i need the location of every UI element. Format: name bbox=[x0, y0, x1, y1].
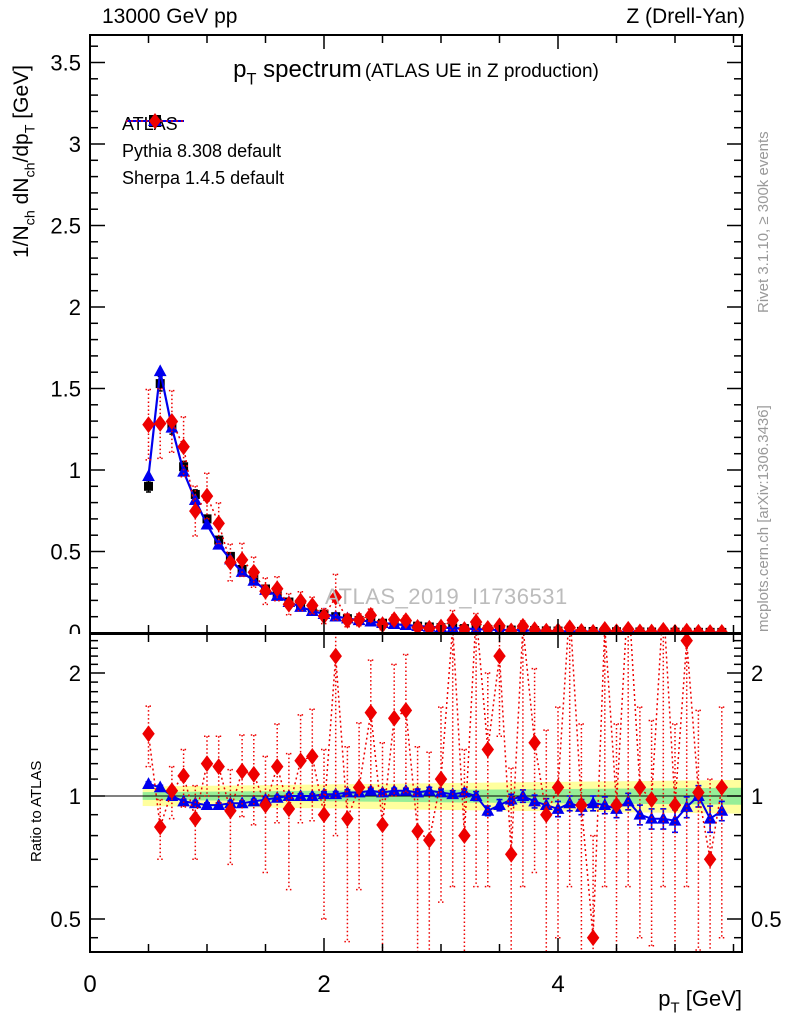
svg-text:2: 2 bbox=[317, 971, 330, 998]
svg-text:2: 2 bbox=[69, 295, 81, 320]
main-series-sherpa bbox=[142, 387, 729, 633]
svg-text:4: 4 bbox=[551, 971, 564, 998]
legend-item-sherpa: Sherpa 1.4.5 default bbox=[122, 113, 285, 192]
y-axis-label-ratio: Ratio to ATLAS bbox=[28, 760, 45, 862]
svg-text:0.5: 0.5 bbox=[50, 907, 81, 932]
legend-label-sherpa: Sherpa 1.4.5 default bbox=[122, 168, 285, 188]
ratio-series-pythia bbox=[142, 777, 729, 834]
svg-text:2: 2 bbox=[69, 661, 81, 686]
beam-energy-label: 13000 GeV pp bbox=[102, 5, 238, 28]
rivet-version-note: Rivet 3.1.10, ≥ 300k events bbox=[755, 131, 772, 313]
mcplots-arxiv-note: mcplots.cern.ch [arXiv:1306.3436] bbox=[755, 405, 772, 632]
sherpa-marker-icon bbox=[126, 113, 184, 129]
legend-label-pythia: Pythia 8.308 default bbox=[122, 141, 282, 161]
y-axis-label-main: 1/Nch dNch/dpT [GeV] bbox=[10, 65, 39, 258]
svg-text:1: 1 bbox=[69, 784, 81, 809]
ratio-series-sherpa bbox=[142, 635, 729, 951]
svg-text:2.5: 2.5 bbox=[50, 214, 81, 239]
main-y-tick-labels: 00.511.522.533.5 bbox=[50, 51, 81, 646]
process-label: Z (Drell-Yan) bbox=[626, 5, 745, 28]
svg-text:0: 0 bbox=[83, 971, 96, 998]
x-axis-label: pT [GeV] bbox=[658, 986, 742, 1017]
svg-text:1: 1 bbox=[69, 458, 81, 483]
plot-title-paren: (ATLAS UE in Z production) bbox=[364, 61, 599, 82]
svg-text:1.5: 1.5 bbox=[50, 377, 81, 402]
analysis-watermark: ATLAS_2019_I1736531 bbox=[325, 584, 568, 609]
svg-text:1: 1 bbox=[751, 784, 763, 809]
plot-title: pT spectrum (ATLAS UE in Z production) bbox=[90, 56, 742, 89]
ratio-y-tick-labels: 2 2 1 1 0.5 0.5 bbox=[50, 661, 781, 932]
plot-title-main: pT spectrum bbox=[233, 56, 362, 89]
legend: ATLAS Pythia 8.308 default Sherpa 1.4.5 … bbox=[122, 111, 284, 192]
panel-frames bbox=[89, 34, 743, 953]
svg-text:0.5: 0.5 bbox=[751, 907, 782, 932]
legend-item-pythia: Pythia 8.308 default bbox=[122, 114, 284, 165]
svg-text:0.5: 0.5 bbox=[50, 540, 81, 565]
svg-text:2: 2 bbox=[751, 661, 763, 686]
svg-text:3: 3 bbox=[69, 132, 81, 157]
svg-text:3.5: 3.5 bbox=[50, 51, 81, 76]
axis-ticks bbox=[91, 36, 741, 951]
ratio-pad-bg bbox=[0, 634, 786, 1024]
x-tick-labels: 0 2 4 bbox=[83, 971, 564, 998]
